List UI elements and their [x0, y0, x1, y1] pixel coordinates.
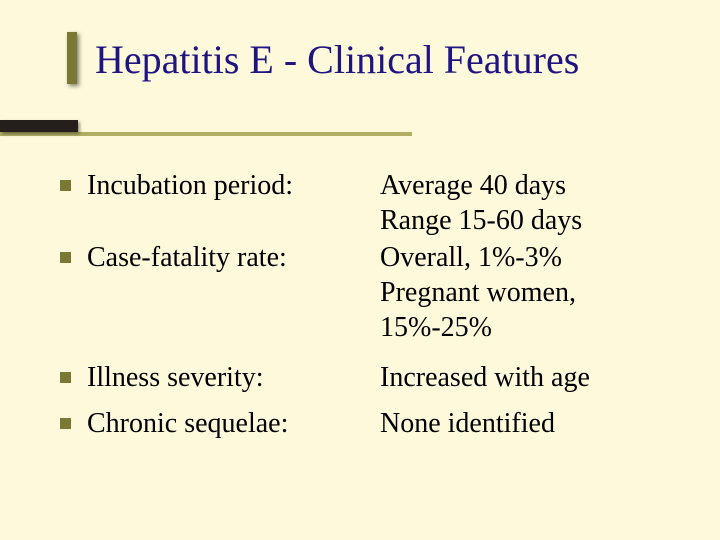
value-line: Range 15-60 days [380, 203, 680, 238]
bullet-icon [60, 180, 71, 191]
bullet-label: Case-fatality rate: [87, 240, 287, 275]
value-line: None identified [380, 406, 680, 441]
value-line: 15%-25% [380, 310, 680, 345]
bullet-row: Case-fatality rate: Overall, 1%-3% Pregn… [60, 240, 680, 360]
decor-horizontal-long [0, 132, 412, 136]
bullet-label: Illness severity: [87, 360, 264, 395]
value-line: Average 40 days [380, 168, 680, 203]
bullet-icon [60, 418, 71, 429]
bullet-label: Incubation period: [87, 168, 293, 203]
value-line: Pregnant women, [380, 275, 680, 310]
bullet-icon [60, 372, 71, 383]
bullet-row: Illness severity: Increased with age [60, 360, 680, 406]
value-line: Overall, 1%-3% [380, 240, 680, 275]
bullet-value: Overall, 1%-3% Pregnant women, 15%-25% [380, 240, 680, 345]
decor-vertical-bar [67, 32, 77, 84]
bullet-value: Increased with age [380, 360, 680, 395]
decor-horizontal-dark [0, 120, 78, 132]
bullet-value: None identified [380, 406, 680, 441]
bullet-row: Chronic sequelae: None identified [60, 406, 680, 452]
bullet-value: Average 40 days Range 15-60 days [380, 168, 680, 238]
bullet-label: Chronic sequelae: [87, 406, 288, 441]
title-area: Hepatitis E - Clinical Features [0, 0, 720, 140]
value-line: Increased with age [380, 360, 680, 395]
content-area: Incubation period: Average 40 days Range… [60, 168, 680, 452]
bullet-icon [60, 252, 71, 263]
slide-title: Hepatitis E - Clinical Features [95, 36, 720, 83]
bullet-row: Incubation period: Average 40 days Range… [60, 168, 680, 240]
